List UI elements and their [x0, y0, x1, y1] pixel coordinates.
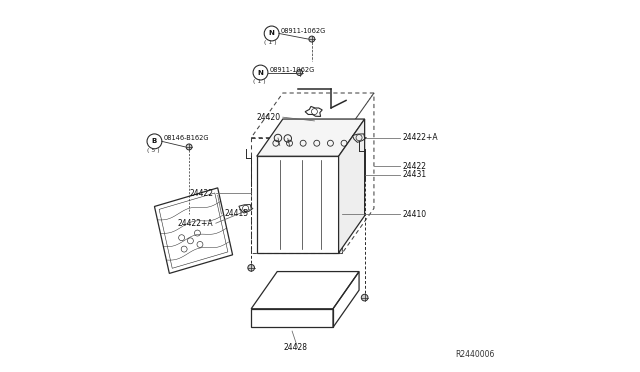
- Text: R2440006: R2440006: [456, 350, 495, 359]
- Text: ( 1 ): ( 1 ): [264, 40, 276, 45]
- Text: ( 1 ): ( 1 ): [253, 79, 266, 84]
- Text: 08911-1062G: 08911-1062G: [270, 67, 315, 73]
- Text: 24410: 24410: [403, 210, 427, 219]
- Text: 24420: 24420: [256, 113, 280, 122]
- Text: 24422: 24422: [403, 162, 427, 171]
- Text: 24422+A: 24422+A: [178, 219, 213, 228]
- Circle shape: [248, 264, 255, 271]
- Text: 08911-1062G: 08911-1062G: [281, 28, 326, 33]
- Text: B: B: [152, 138, 157, 144]
- Text: N: N: [269, 31, 275, 36]
- Text: 24422+A: 24422+A: [403, 133, 438, 142]
- Text: 08146-B162G: 08146-B162G: [164, 135, 209, 141]
- Circle shape: [186, 144, 192, 150]
- Text: 24415: 24415: [224, 209, 248, 218]
- Circle shape: [296, 70, 303, 76]
- Circle shape: [309, 36, 315, 42]
- Polygon shape: [257, 119, 365, 156]
- Circle shape: [362, 294, 368, 301]
- Text: N: N: [257, 70, 264, 76]
- Text: ( 5 ): ( 5 ): [147, 148, 159, 153]
- Text: 24431: 24431: [403, 170, 427, 179]
- Polygon shape: [339, 119, 365, 253]
- Text: 24422: 24422: [189, 189, 213, 198]
- Text: 24428: 24428: [283, 343, 307, 352]
